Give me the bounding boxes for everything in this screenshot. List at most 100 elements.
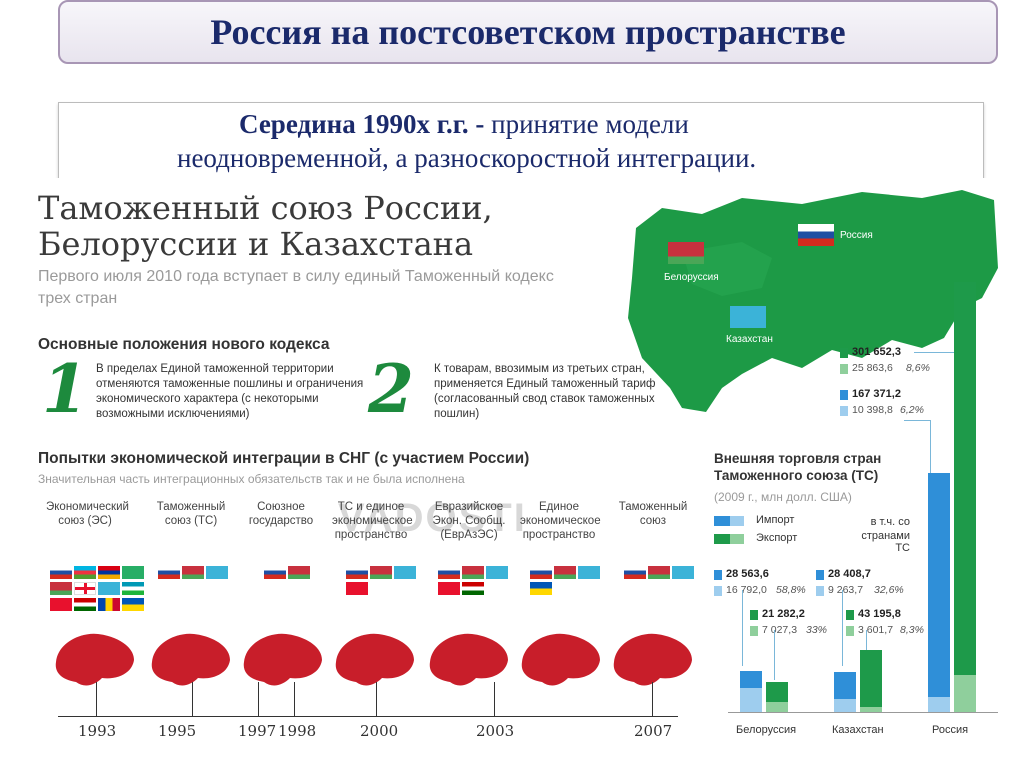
belarus-import-cis-marker bbox=[714, 586, 722, 596]
russia-flag-icon bbox=[798, 224, 834, 246]
flag-icon bbox=[122, 582, 144, 595]
kazakhstan-export-total: 43 195,8 bbox=[858, 608, 901, 620]
map-silhouette-icon bbox=[429, 633, 508, 686]
watermark-text: VADOSTI bbox=[338, 496, 527, 540]
flag-icon bbox=[486, 566, 508, 579]
belarus-import-total: 28 563,6 bbox=[726, 568, 769, 580]
belarus-export-cis-marker bbox=[750, 626, 758, 636]
kazakhstan-import-total: 28 408,7 bbox=[828, 568, 871, 580]
connector-line bbox=[774, 630, 775, 680]
subtitle-line-2: неодновременной, а разноскоростной интег… bbox=[177, 143, 757, 173]
map-russia bbox=[628, 190, 998, 412]
trade-bar-export bbox=[954, 282, 976, 712]
flag-icon bbox=[158, 566, 180, 579]
flag-icon bbox=[74, 598, 96, 611]
trade-title: Внешняя торговля стран Таможенного союза… bbox=[714, 450, 881, 484]
russia-export-cis: 25 863,6 bbox=[852, 362, 893, 374]
russia-import-cis-marker bbox=[840, 406, 848, 416]
flag-icon bbox=[462, 582, 484, 595]
timeline-axis bbox=[58, 716, 678, 717]
heading-line-1: Таможенный союз России, bbox=[38, 189, 493, 227]
belarus-export-marker bbox=[750, 610, 758, 620]
timeline-tick bbox=[376, 682, 377, 716]
section2-title: Попытки экономической интеграции в СНГ (… bbox=[38, 450, 530, 467]
flag-icon bbox=[50, 582, 72, 595]
slide-subtitle-box: Середина 1990х г.г. - принятие модели не… bbox=[58, 102, 984, 180]
integration-label-1: Экономический союз (ЭС) bbox=[46, 501, 129, 527]
timeline-tick bbox=[96, 682, 97, 716]
year-label: 1998 bbox=[278, 722, 317, 740]
kazakhstan-import-share: 32,6% bbox=[874, 584, 904, 596]
trade-bar-export-cis bbox=[860, 706, 882, 712]
flag-icon bbox=[288, 566, 310, 579]
legend-export-label: Экспорт bbox=[756, 532, 798, 544]
point-2-number: 2 bbox=[368, 350, 414, 428]
legend-cis-label-2: странами ТС bbox=[861, 530, 910, 554]
subtitle-line-1: Середина 1990х г.г. - принятие модели bbox=[239, 109, 689, 140]
slide-title: Россия на постсоветском пространстве bbox=[210, 12, 846, 52]
russia-export-cis-marker bbox=[840, 364, 848, 374]
trade-note: (2009 г., млн долл. США) bbox=[714, 490, 852, 504]
flag-icon bbox=[370, 566, 392, 579]
flag-icon bbox=[438, 566, 460, 579]
kazakhstan-export-share: 8,3% bbox=[900, 624, 924, 636]
trade-bar-export bbox=[860, 650, 882, 712]
trade-bar-import-cis bbox=[928, 697, 950, 712]
year-label: 2007 bbox=[634, 722, 673, 740]
map-label-kazakhstan: Казахстан bbox=[726, 334, 773, 345]
flag-icon bbox=[74, 582, 96, 595]
integration-label-3: Союзное государство bbox=[248, 501, 314, 527]
point-1-number: 1 bbox=[42, 350, 88, 428]
flag-icon bbox=[394, 566, 416, 579]
russia-export-marker bbox=[840, 348, 848, 358]
point-1-text: В пределах Единой таможенной территории … bbox=[96, 363, 364, 420]
russia-export-total: 301 652,3 bbox=[852, 346, 901, 358]
map-silhouette-icon bbox=[243, 633, 322, 686]
trade-bar-export-cis bbox=[954, 675, 976, 712]
year-label: 2000 bbox=[360, 722, 399, 740]
trade-title-line-1: Внешняя торговля стран bbox=[714, 451, 882, 466]
trade-bar-import-cis bbox=[834, 698, 856, 712]
flag-icon bbox=[50, 566, 72, 579]
kazakhstan-export-marker bbox=[846, 610, 854, 620]
kazakhstan-import-cis-marker bbox=[816, 586, 824, 596]
connector-line bbox=[742, 590, 743, 666]
flag-icon bbox=[122, 598, 144, 611]
flag-icon bbox=[98, 566, 120, 579]
map-silhouette-icon bbox=[151, 633, 230, 686]
flag-icon bbox=[346, 566, 368, 579]
belarus-export-cis: 7 027,3 bbox=[762, 624, 798, 636]
slide-title-box: Россия на постсоветском пространстве bbox=[58, 0, 998, 64]
flag-icon bbox=[98, 582, 120, 595]
legend-cis-label-1: в т.ч. со bbox=[870, 516, 910, 528]
infographic-intro: Первого июля 2010 года вступает в силу е… bbox=[38, 268, 554, 307]
legend-import-swatch bbox=[714, 516, 730, 526]
belarus-export-total: 21 282,2 bbox=[762, 608, 805, 620]
infographic-heading: Таможенный союз России, Белоруссии и Каз… bbox=[38, 190, 493, 262]
subtitle-rest: принятие модели bbox=[484, 109, 689, 139]
map-label-russia: Россия bbox=[840, 230, 873, 241]
russia-import-total: 167 371,2 bbox=[852, 388, 901, 400]
integration-label-5: Евразийское Экон. Сообщ. (ЕврАзЭС) bbox=[432, 501, 506, 541]
flag-icon bbox=[624, 566, 646, 579]
year-label: 1997 bbox=[238, 722, 277, 740]
integration-label-7: Таможенный союз bbox=[618, 501, 688, 527]
russia-export-share: 8,6% bbox=[906, 362, 930, 374]
connector-line bbox=[866, 630, 867, 650]
section1-title: Основные положения нового кодекса bbox=[38, 336, 330, 353]
kazakhstan-export-cis-marker bbox=[846, 626, 854, 636]
flag-icon bbox=[206, 566, 228, 579]
belarus-export-share: 33% bbox=[806, 624, 828, 636]
country-label-belarus: Белоруссия bbox=[736, 724, 797, 736]
belarus-flag-icon bbox=[668, 242, 704, 264]
connector-line bbox=[914, 352, 954, 353]
timeline-tick bbox=[258, 682, 259, 716]
trade-bar-import-cis bbox=[740, 688, 762, 712]
heading-line-2: Белоруссии и Казахстана bbox=[38, 225, 474, 263]
legend-export-swatch bbox=[714, 534, 730, 544]
flag-icon bbox=[530, 582, 552, 595]
timeline-tick bbox=[192, 682, 193, 716]
kazakhstan-flag-icon bbox=[730, 306, 766, 328]
year-label: 2003 bbox=[476, 722, 515, 740]
belarus-import-cis: 16 792,0 bbox=[726, 584, 767, 596]
